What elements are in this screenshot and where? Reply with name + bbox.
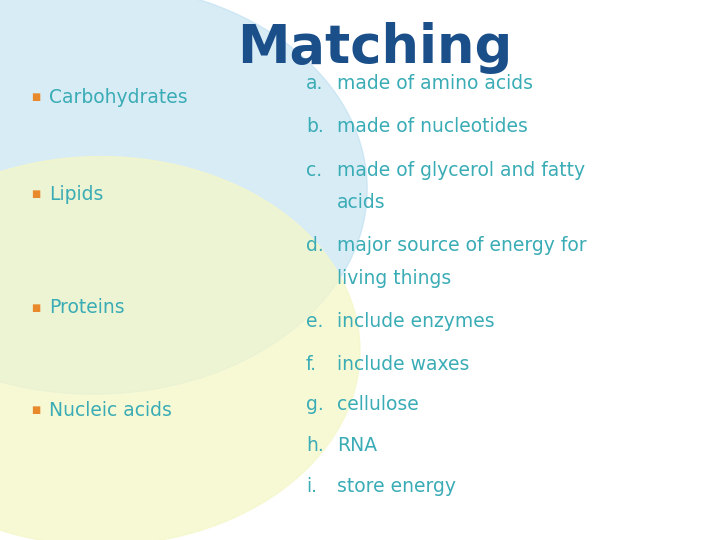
Text: Nucleic acids: Nucleic acids	[49, 401, 172, 420]
Text: Matching: Matching	[237, 22, 512, 73]
Text: b.: b.	[306, 117, 324, 137]
Text: Proteins: Proteins	[49, 298, 125, 318]
Text: made of nucleotides: made of nucleotides	[337, 117, 528, 137]
Polygon shape	[0, 0, 367, 394]
Text: include waxes: include waxes	[337, 355, 469, 374]
Text: RNA: RNA	[337, 436, 377, 455]
Text: made of glycerol and fatty: made of glycerol and fatty	[337, 160, 585, 180]
Text: h.: h.	[306, 436, 324, 455]
Text: store energy: store energy	[337, 476, 456, 496]
Text: made of amino acids: made of amino acids	[337, 74, 533, 93]
Text: acids: acids	[337, 193, 386, 212]
Text: a.: a.	[306, 74, 323, 93]
Text: i.: i.	[306, 476, 317, 496]
Text: cellulose: cellulose	[337, 395, 419, 415]
Text: living things: living things	[337, 268, 451, 288]
Text: Carbohydrates: Carbohydrates	[49, 87, 188, 107]
Text: c.: c.	[306, 160, 322, 180]
Text: d.: d.	[306, 236, 324, 255]
Text: ■: ■	[32, 303, 40, 313]
Polygon shape	[0, 157, 360, 540]
Text: f.: f.	[306, 355, 317, 374]
Text: include enzymes: include enzymes	[337, 312, 495, 331]
Text: g.: g.	[306, 395, 324, 415]
Text: Lipids: Lipids	[49, 185, 104, 204]
Text: e.: e.	[306, 312, 323, 331]
Text: major source of energy for: major source of energy for	[337, 236, 587, 255]
Text: ■: ■	[32, 190, 40, 199]
Text: ■: ■	[32, 406, 40, 415]
Text: ■: ■	[32, 92, 40, 102]
